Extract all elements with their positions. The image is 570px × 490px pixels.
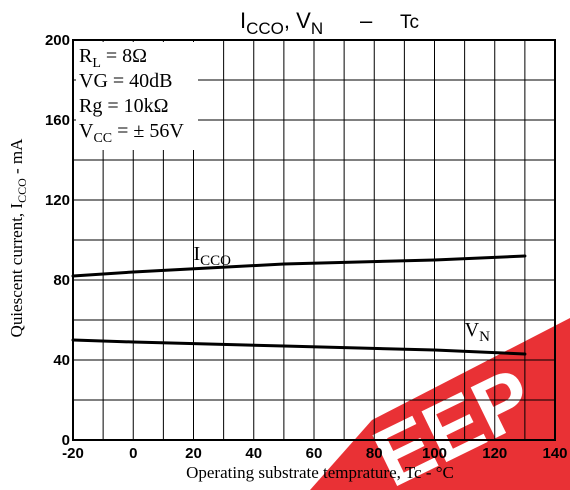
x-tick-label: 80 [366,445,383,462]
conditions-background [76,42,198,150]
series-label-1: ICCO [194,243,232,269]
title-tail: Tc [400,12,419,33]
condition-line: VCC = ± 56V [79,120,184,146]
title-dash: – [360,8,373,33]
series-line-2 [71,338,527,356]
grid [73,40,555,440]
x-tick-label: 0 [129,445,137,462]
series-line-1 [71,254,527,278]
y-tick-label: 40 [53,352,70,369]
y-label-sub: CCO [15,178,29,203]
y-label-after: - mA [7,138,26,178]
plot-frame [72,39,556,441]
x-tick-label: 140 [542,445,567,462]
x-tick-label: 20 [185,445,202,462]
y-tick-label: 160 [45,112,70,129]
condition-line: RL = 8Ω [79,45,147,71]
y-axis-label: Quiescent current, ICCO - mA [7,138,29,338]
y-tick-label: 200 [45,32,70,49]
x-tick-label: 100 [422,445,447,462]
chart-title: ICCO, VN – Tc [240,8,419,38]
series-label-2: VN [465,319,490,345]
condition-line: VG = 40dB [79,70,173,92]
y-label-before: Quiescent current, I [7,203,26,338]
watermark-shape [310,318,570,490]
y-tick-label: 0 [62,432,70,449]
condition-line: Rg = 10kΩ [79,95,168,117]
y-tick-label: 80 [53,272,70,289]
series-lines: ICCO VN [71,243,527,356]
title-prefix-sub: CCO [246,19,284,38]
title-middle: , V [284,8,311,33]
x-axis-label: Operating substrate temprature, Tc - °C [186,463,454,482]
y-tick-label: 120 [45,192,70,209]
title-prefix: I [240,8,246,33]
title-middle-sub: N [311,19,323,38]
x-tick-label: 40 [245,445,262,462]
x-tick-label: 120 [482,445,507,462]
x-tick-label: 60 [306,445,323,462]
x-tick-label: -20 [62,445,84,462]
